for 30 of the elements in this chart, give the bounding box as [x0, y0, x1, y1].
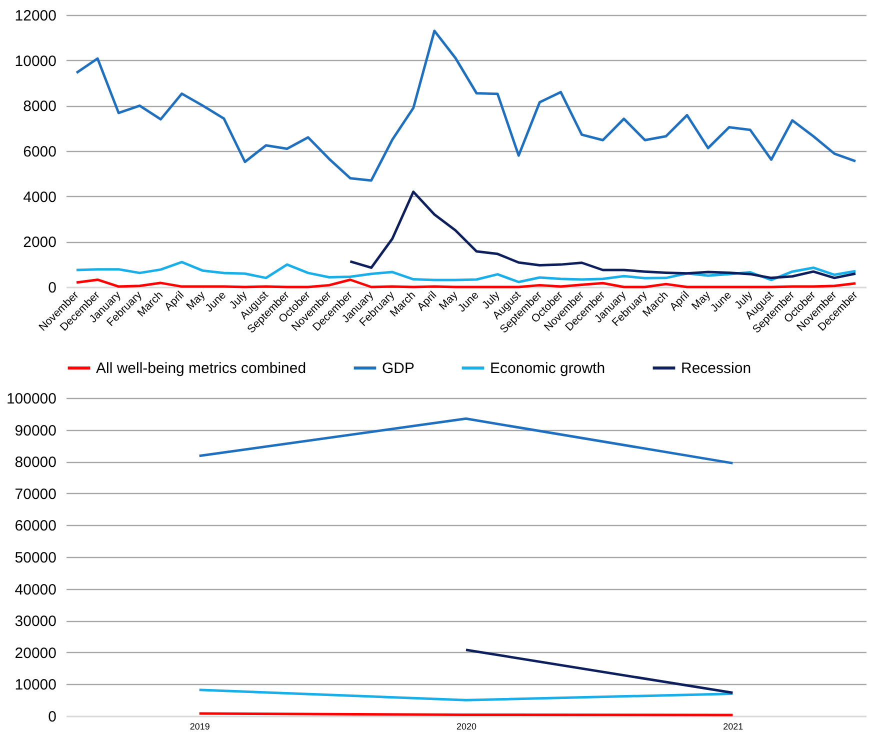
y-tick-label: 0: [48, 280, 56, 296]
y-tick-label: 10000: [14, 676, 56, 694]
legend-label: GDP: [382, 360, 415, 377]
y-tick-label: 10000: [14, 52, 56, 70]
line-series: [348, 190, 857, 280]
legend-label: Economic growth: [490, 360, 606, 377]
y-tick-label: 70000: [14, 486, 56, 503]
y-tick-label: 60000: [14, 518, 56, 535]
y-tick-label: 90000: [14, 422, 56, 440]
y-tick-label: 4000: [23, 188, 56, 206]
y-tick-label: 100000: [6, 390, 56, 408]
y-tick-label: 2000: [23, 234, 56, 252]
y-tick-label: 12000: [14, 8, 56, 24]
x-tick-label: 2019: [190, 722, 210, 732]
line-series: [75, 278, 857, 288]
y-tick-label: 20000: [14, 644, 56, 662]
line-series: [75, 260, 857, 284]
y-tick-label: 40000: [14, 581, 56, 598]
line-series: [75, 30, 857, 182]
y-tick-label: 8000: [23, 98, 56, 116]
x-tick-label: 2020: [456, 722, 477, 732]
legend-label: All well-being metrics combined: [96, 360, 306, 377]
y-tick-label: 80000: [14, 454, 56, 472]
x-tick-label: May: [184, 288, 208, 312]
y-tick-label: 50000: [14, 550, 56, 566]
y-tick-label: 6000: [23, 144, 56, 160]
x-tick-label: 2021: [723, 722, 744, 732]
y-tick-label: 30000: [14, 613, 56, 630]
y-tick-label: 0: [48, 708, 56, 726]
legend-label: Recession: [681, 360, 752, 377]
